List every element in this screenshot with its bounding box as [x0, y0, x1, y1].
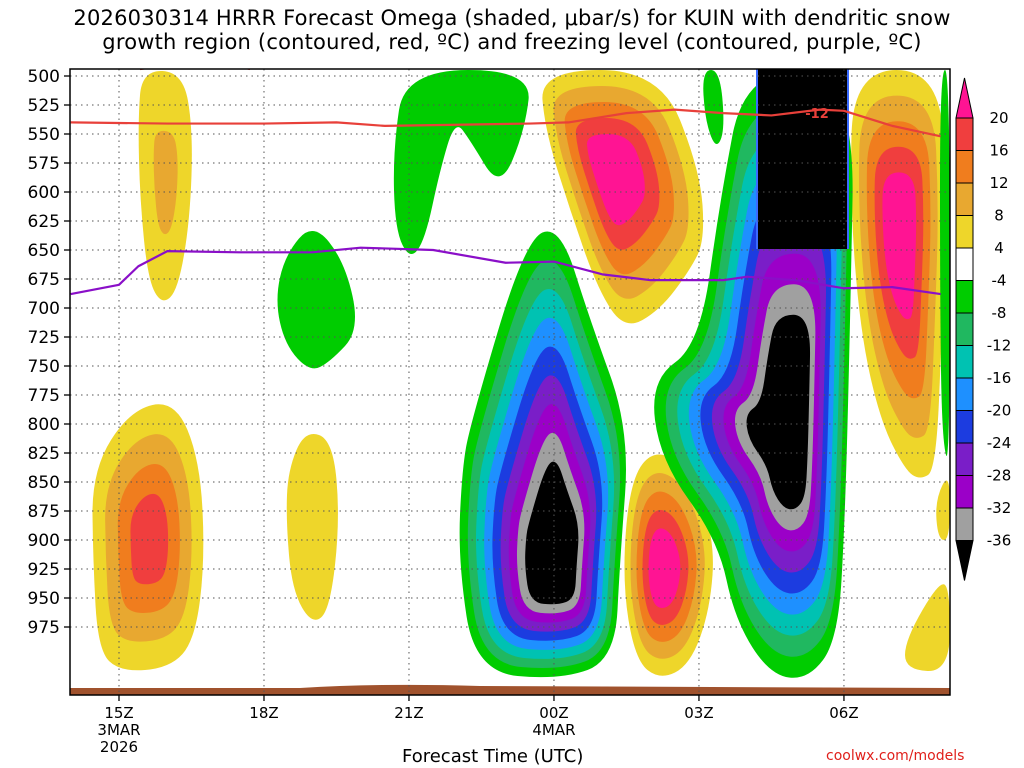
pressure-tick-label-5: 625 — [28, 212, 60, 232]
colorbar-segment-2 — [955, 150, 974, 184]
colorbar-segment-6 — [955, 280, 974, 314]
pressure-tick-label-18: 950 — [28, 589, 60, 609]
positive-region-center-band-1 — [286, 434, 338, 620]
pressure-tick-label-12: 800 — [28, 415, 60, 435]
time-tick-label-0: 15Z — [104, 704, 133, 722]
colorbar-top-arrow — [955, 77, 974, 119]
colorbar-label-11: -28 — [987, 467, 1012, 485]
negative-region-right-edge-green — [940, 70, 950, 457]
time-tick-label-1: 18Z — [249, 704, 278, 722]
colorbar-label-13: -36 — [987, 532, 1012, 550]
negative-core-top-black — [757, 69, 848, 249]
colorbar-segment-11 — [955, 442, 974, 476]
pressure-tick-label-14: 850 — [28, 473, 60, 493]
pressure-tick-label-1: 525 — [28, 96, 60, 116]
pressure-tick-label-16: 900 — [28, 531, 60, 551]
colorbar-segment-13 — [955, 507, 974, 541]
colorbar-segment-8 — [955, 345, 974, 379]
colorbar-label-5: -4 — [992, 272, 1007, 290]
colorbar-segment-7 — [955, 312, 974, 346]
colorbar-segment-9 — [955, 377, 974, 411]
colorbar-segment-12 — [955, 475, 974, 509]
pressure-tick-label-19: 975 — [28, 618, 60, 638]
omega-shading-layer — [70, 69, 950, 695]
grid-lines — [70, 69, 950, 695]
colorbar-label-9: -20 — [987, 402, 1012, 420]
pressure-tick-label-9: 725 — [28, 328, 60, 348]
pressure-tick-label-7: 675 — [28, 270, 60, 290]
negative-region-right-column-band-9 — [746, 314, 811, 510]
colorbar-segment-10 — [955, 410, 974, 444]
colorbar-segment-1 — [955, 117, 974, 151]
plot-frame — [69, 68, 951, 696]
dendritic-growth-contour-label: -12 — [805, 107, 829, 122]
colorbar-bottom-arrow — [955, 540, 974, 581]
colorbar-segment-4 — [955, 215, 974, 249]
site-credit: coolwx.com/models — [826, 748, 965, 764]
time-tick-date-3: 4MAR — [532, 721, 575, 739]
chart-title: 2026030314 HRRR Forecast Omega (shaded, … — [0, 6, 1024, 54]
pressure-tick-label-13: 825 — [28, 444, 60, 464]
colorbar-label-0: 20 — [989, 109, 1008, 127]
negative-region-upper-green-sliver — [703, 70, 724, 144]
positive-region-left-lower-band-4 — [130, 493, 169, 585]
pressure-tick-label-6: 650 — [28, 241, 60, 261]
colorbar-label-7: -12 — [987, 337, 1012, 355]
colorbar-label-10: -24 — [987, 434, 1012, 452]
pressure-tick-label-3: 575 — [28, 154, 60, 174]
time-tick-label-2: 21Z — [394, 704, 423, 722]
colorbar-label-2: 12 — [989, 174, 1008, 192]
colorbar-label-3: 8 — [994, 207, 1004, 225]
pressure-tick-label-0: 500 — [28, 67, 60, 87]
pressure-tick-label-2: 550 — [28, 125, 60, 145]
positive-region-left-upper-band-2 — [153, 130, 178, 235]
x-axis-title: Forecast Time (UTC) — [402, 746, 584, 767]
colorbar-segment-5 — [955, 247, 974, 281]
chart-title-line-2: growth region (contoured, red, ºC) and f… — [102, 30, 922, 54]
negative-region-upper-green-band-1 — [393, 70, 529, 254]
freezing-level-contour — [70, 246, 941, 296]
colorbar-label-1: 16 — [989, 142, 1008, 160]
time-tick-date-0: 3MAR — [97, 721, 140, 739]
colorbar-label-4: 4 — [994, 239, 1004, 257]
time-tick-label-5: 06Z — [829, 704, 858, 722]
pressure-axis: 500 525 550 575 600 625 650 675 700 725 750 775 800 8… — [28, 67, 70, 638]
positive-region-lower-right-2 — [936, 480, 950, 540]
positive-region-lower-right-1 — [905, 584, 950, 672]
pressure-tick-label-17: 925 — [28, 560, 60, 580]
colorbar: 20 16 12 8 4 -4 -8 -12 -16 -20 -24 -28 -32 -36 — [955, 77, 1012, 581]
contour-lines-layer: -12 — [70, 69, 941, 296]
positive-region-upper-right-band-5 — [586, 134, 645, 226]
positive-region-lower-mid-band-5 — [648, 528, 681, 609]
chart-title-line-1: 2026030314 HRRR Forecast Omega (shaded, … — [73, 6, 951, 30]
ground-surface — [70, 684, 950, 695]
positive-region-right-band-5 — [882, 172, 917, 320]
colorbar-segment-3 — [955, 182, 974, 216]
time-tick-label-4: 03Z — [684, 704, 713, 722]
time-tick-label-3: 00Z — [539, 704, 568, 722]
colorbar-label-8: -16 — [987, 369, 1012, 387]
pressure-tick-label-15: 875 — [28, 502, 60, 522]
pressure-tick-label-4: 600 — [28, 183, 60, 203]
negative-region-left-green — [277, 231, 355, 369]
pressure-tick-label-8: 700 — [28, 299, 60, 319]
colorbar-label-6: -8 — [992, 304, 1007, 322]
time-tick-year-0: 2026 — [100, 738, 138, 756]
pressure-tick-label-10: 750 — [28, 357, 60, 377]
pressure-tick-label-11: 775 — [28, 386, 60, 406]
colorbar-label-12: -32 — [987, 499, 1012, 517]
dendritic-growth-contour — [70, 108, 941, 138]
